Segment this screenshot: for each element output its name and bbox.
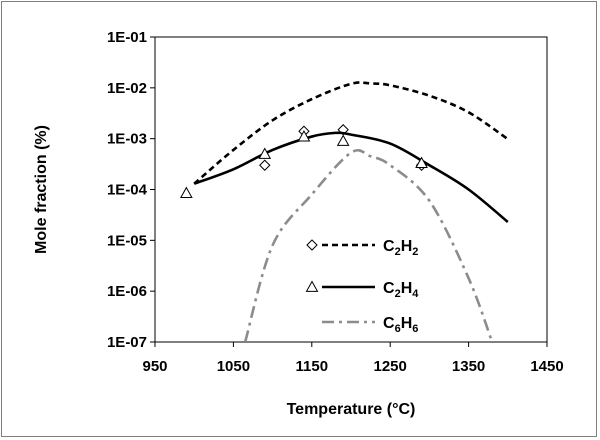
legend-label-c2h2: C2H2 (383, 238, 418, 258)
c2h4-curve (193, 131, 509, 223)
y-tick-label: 1E-01 (107, 29, 147, 46)
y-axis-title: Mole fraction (%) (33, 125, 50, 254)
y-tick-label: 1E-02 (107, 80, 147, 97)
y-tick-label: 1E-06 (107, 283, 147, 300)
x-tick-label: 950 (142, 358, 167, 375)
x-tick-label: 1050 (217, 358, 250, 375)
c2h4-data-point (180, 186, 193, 198)
y-tick-label: 1E-07 (107, 334, 147, 351)
legend-marker-diamond (306, 239, 318, 251)
legend-marker-triangle (305, 280, 319, 292)
c2h4-data-point (297, 130, 311, 142)
series-c2h2 (193, 81, 509, 185)
legend: C2H2 C2H4 C6H6 (305, 238, 419, 335)
c2h4-data-point (258, 147, 272, 159)
series-layer (180, 81, 509, 342)
y-tick-label: 1E-05 (107, 232, 147, 249)
series-c2h4 (180, 130, 509, 223)
c2h2-curve (193, 81, 509, 185)
x-tick-label: 1450 (530, 358, 563, 375)
legend-label-c2h4: C2H4 (383, 280, 419, 300)
legend-item-c6h6: C6H6 (322, 315, 418, 335)
series-c6h6 (243, 148, 494, 342)
y-tick-label: 1E-04 (107, 182, 148, 199)
legend-item-c2h4: C2H4 (305, 280, 419, 300)
legend-item-c2h2: C2H2 (306, 238, 418, 258)
x-tick-label: 1350 (452, 358, 485, 375)
x-axis-title: Temperature (°C) (287, 401, 416, 418)
plot-border (154, 36, 548, 343)
axes: 1E-07 1E-06 1E-05 1E-04 1E-03 1E-02 1E-01 950 10… (107, 29, 564, 375)
legend-label-c6h6: C6H6 (383, 315, 418, 335)
x-tick-label: 1250 (374, 358, 407, 375)
y-tick-label: 1E-03 (107, 131, 147, 148)
c2h4-data-point (415, 156, 428, 169)
c6h6-curve (243, 148, 494, 342)
c2h2-data-point (259, 159, 271, 171)
x-tick-label: 1150 (296, 358, 329, 375)
c2h4-data-point (336, 134, 350, 146)
